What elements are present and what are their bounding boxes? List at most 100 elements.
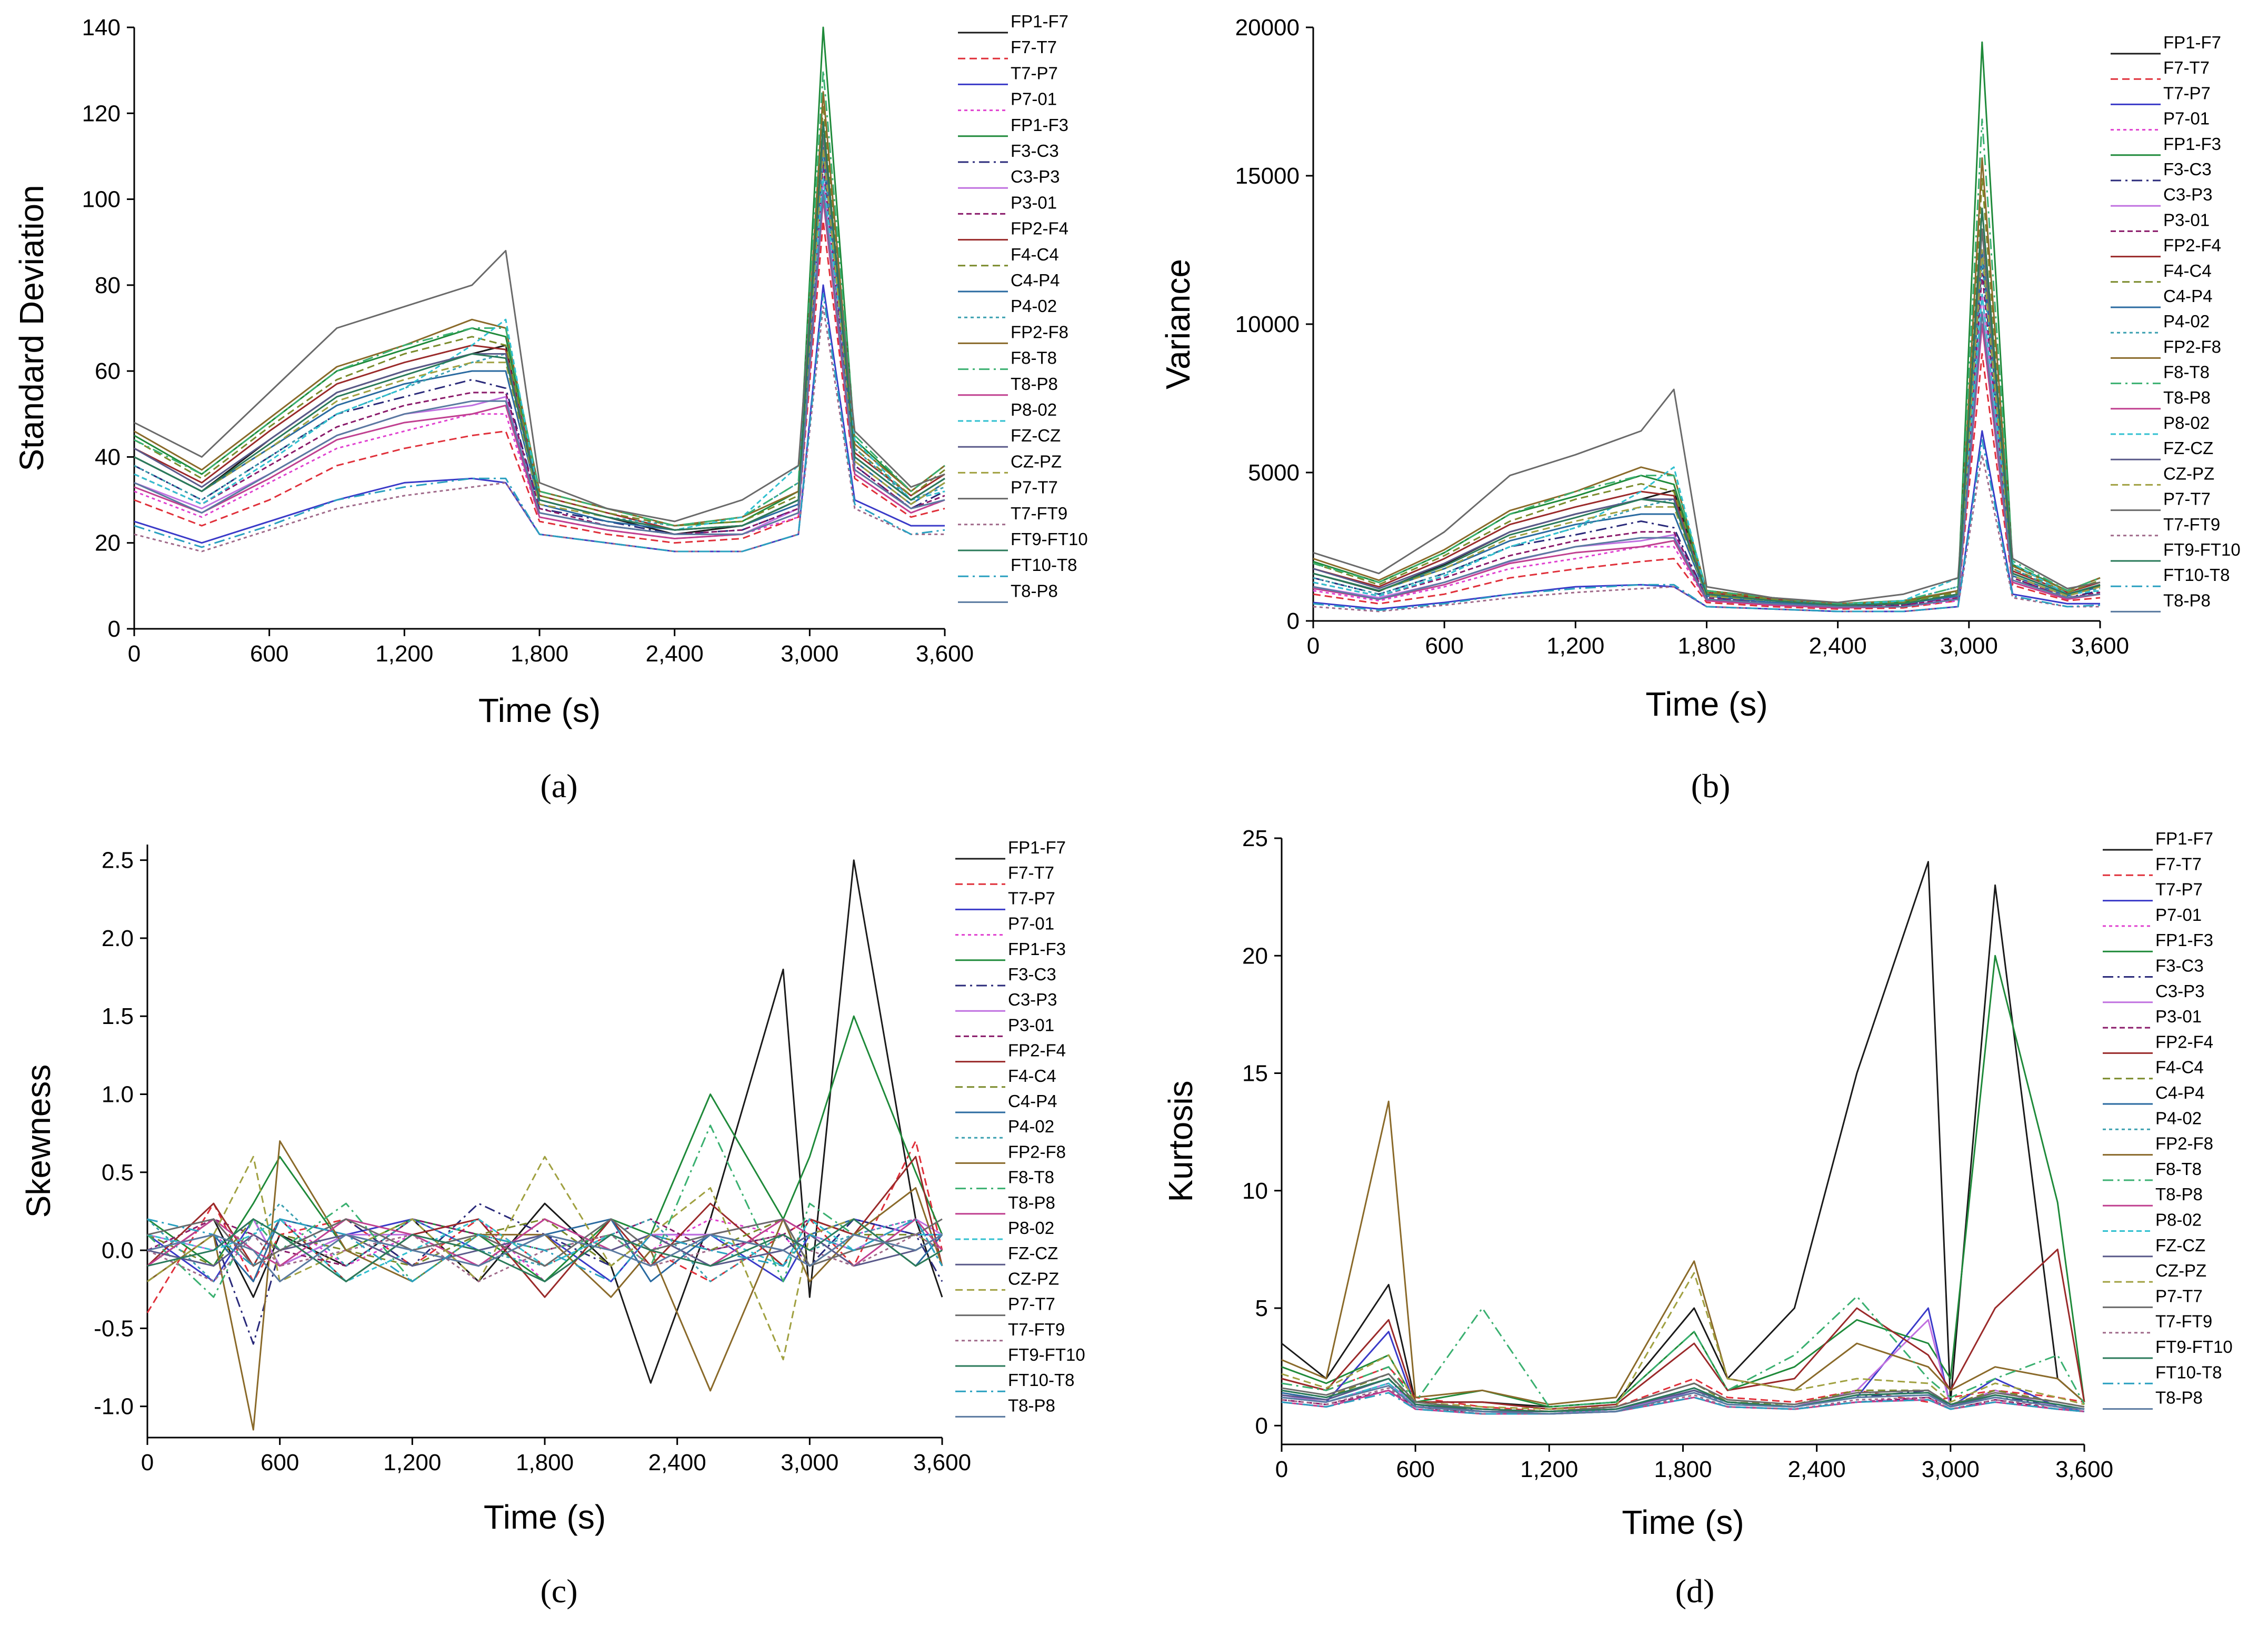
legend-entry: P7-T7 [1011,478,1058,497]
series-line-fp2-f8 [134,91,945,527]
x-tick-label: 1,200 [383,1450,441,1475]
legend-entry: FP2-F4 [2155,1032,2213,1051]
panel-caption: (a) [540,767,577,805]
y-tick-label: 80 [95,273,121,298]
series-line-fp1-f7 [1281,861,2085,1408]
y-tick-label: -0.5 [94,1315,134,1341]
legend-entry: F7-T7 [2155,854,2202,873]
legend-entry: C4-P4 [1011,270,1060,290]
legend-entry: P8-02 [2155,1210,2202,1230]
x-tick-label: 600 [261,1450,299,1475]
legend-entry: P4-02 [1008,1117,1054,1136]
legend-entry: P4-02 [2155,1108,2202,1128]
x-tick-label: 1,800 [516,1450,574,1475]
legend-entry: P7-01 [2163,109,2210,128]
series-line-f7-t7 [1281,1366,2085,1412]
series-line-f8-t8 [1313,118,2101,605]
legend-entry: FZ-CZ [1008,1243,1058,1263]
y-tick-label: 40 [95,444,121,470]
series-line-t8-p8 [1281,1384,2085,1415]
series-line-ft9-ft10 [134,121,945,531]
y-tick-label: 0.0 [102,1238,134,1263]
series-line-f8-t8 [1281,1295,2085,1408]
legend-entry: FP1-F7 [1008,838,1066,857]
series-line-fp1-f3 [1281,955,2085,1408]
legend-entry: P7-T7 [1008,1294,1055,1314]
panel-caption: (d) [1675,1572,1715,1610]
x-tick-label: 3,000 [1940,633,1998,659]
legend-entry: FT10-T8 [2163,565,2230,585]
x-tick-label: 2,400 [646,641,704,667]
series-line-ft9-ft10 [1281,1378,2085,1412]
y-tick-label: 2.5 [102,848,134,873]
x-tick-label: 3,600 [2055,1457,2113,1482]
legend-entry: T8-P8 [1011,374,1058,394]
legend-entry: FP1-F3 [2155,930,2213,950]
legend-entry: T8-P8 [1008,1193,1055,1212]
series-line-c3-p3 [1313,294,2101,608]
legend-entry: FZ-CZ [1011,426,1061,445]
panel-caption: (b) [1691,767,1731,805]
legend-entry: C3-P3 [2155,981,2205,1001]
series-line-p7-t7 [1313,228,2101,604]
legend-entry: C3-P3 [1008,990,1057,1009]
legend-entry: FP2-F4 [1008,1041,1066,1060]
legend-entry: P3-01 [2163,210,2210,229]
x-tick-label: 3,600 [916,641,974,667]
y-tick-label: -1.0 [94,1394,134,1420]
series-line-cz-pz [147,1156,943,1361]
series-line-cz-pz [134,147,945,531]
legend-entry: F4-C4 [2155,1058,2204,1077]
legend-entry: P7-T7 [2163,489,2211,509]
legend-entry: T8-P8 [2163,590,2211,610]
y-tick-label: 0.5 [102,1160,134,1186]
legend-entry: FP1-F3 [1011,115,1068,135]
y-tick-label: 15000 [1235,163,1300,189]
legend-entry: F8-T8 [2163,363,2210,382]
series-line-f7-t7 [134,219,945,544]
legend-entry: T8-P8 [2155,1184,2203,1204]
legend-entry: FP2-F4 [1011,219,1068,238]
y-tick-label: 140 [82,15,121,41]
series-line-cz-pz [1281,1272,2085,1410]
series-line-t7-ft9 [134,306,945,553]
y-tick-label: 100 [82,187,121,213]
y-tick-label: 20 [1242,943,1268,969]
x-tick-label: 3,600 [913,1450,971,1475]
y-tick-label: 15 [1242,1061,1268,1087]
legend-entry: FZ-CZ [2155,1236,2205,1255]
legend-entry: P8-02 [2163,413,2210,433]
series-line-t8-p8 [147,1233,943,1282]
y-tick-label: 1.5 [102,1003,134,1029]
series-line-t7-p7 [134,284,945,553]
y-tick-label: 0 [108,616,121,642]
panel-caption: (c) [540,1572,577,1610]
series-line-f7-t7 [1313,353,2101,610]
y-tick-label: 10 [1242,1178,1268,1204]
legend-entry: FP2-F4 [2163,236,2221,255]
x-tick-label: 0 [1275,1457,1288,1482]
series-line-fz-cz [1313,228,2101,606]
series-line-p4-02 [1313,261,2101,605]
x-axis-label: Time (s) [1622,1503,1744,1541]
series-line-t7-p7 [1313,430,2100,612]
x-tick-label: 1,800 [1677,633,1735,659]
series-line-f8-t8 [134,69,945,527]
legend-entry: T7-FT9 [1008,1320,1065,1339]
legend-entry: FP2-F8 [2155,1134,2213,1153]
y-tick-label: 5 [1255,1295,1268,1321]
y-tick-label: 10000 [1235,312,1300,337]
x-tick-label: 0 [141,1450,154,1475]
legend-entry: F8-T8 [2155,1159,2202,1179]
legend-entry: CZ-PZ [1008,1269,1059,1288]
series-line-t8-p8 [1313,311,2101,608]
series-line-f4-c4 [1281,1373,2085,1412]
legend-entry: F7-T7 [2163,58,2210,77]
panel-2: 0 600 1,200 1,800 2,400 3,000 3,600 -1.0 -0.5 0.0… [19,838,1085,1610]
legend-entry: FT10-T8 [2155,1362,2222,1382]
y-tick-label: 0 [1287,608,1300,634]
legend-entry: C4-P4 [2155,1083,2205,1102]
series-line-ft9-ft10 [1313,207,2101,606]
legend-entry: T7-P7 [1011,63,1058,83]
